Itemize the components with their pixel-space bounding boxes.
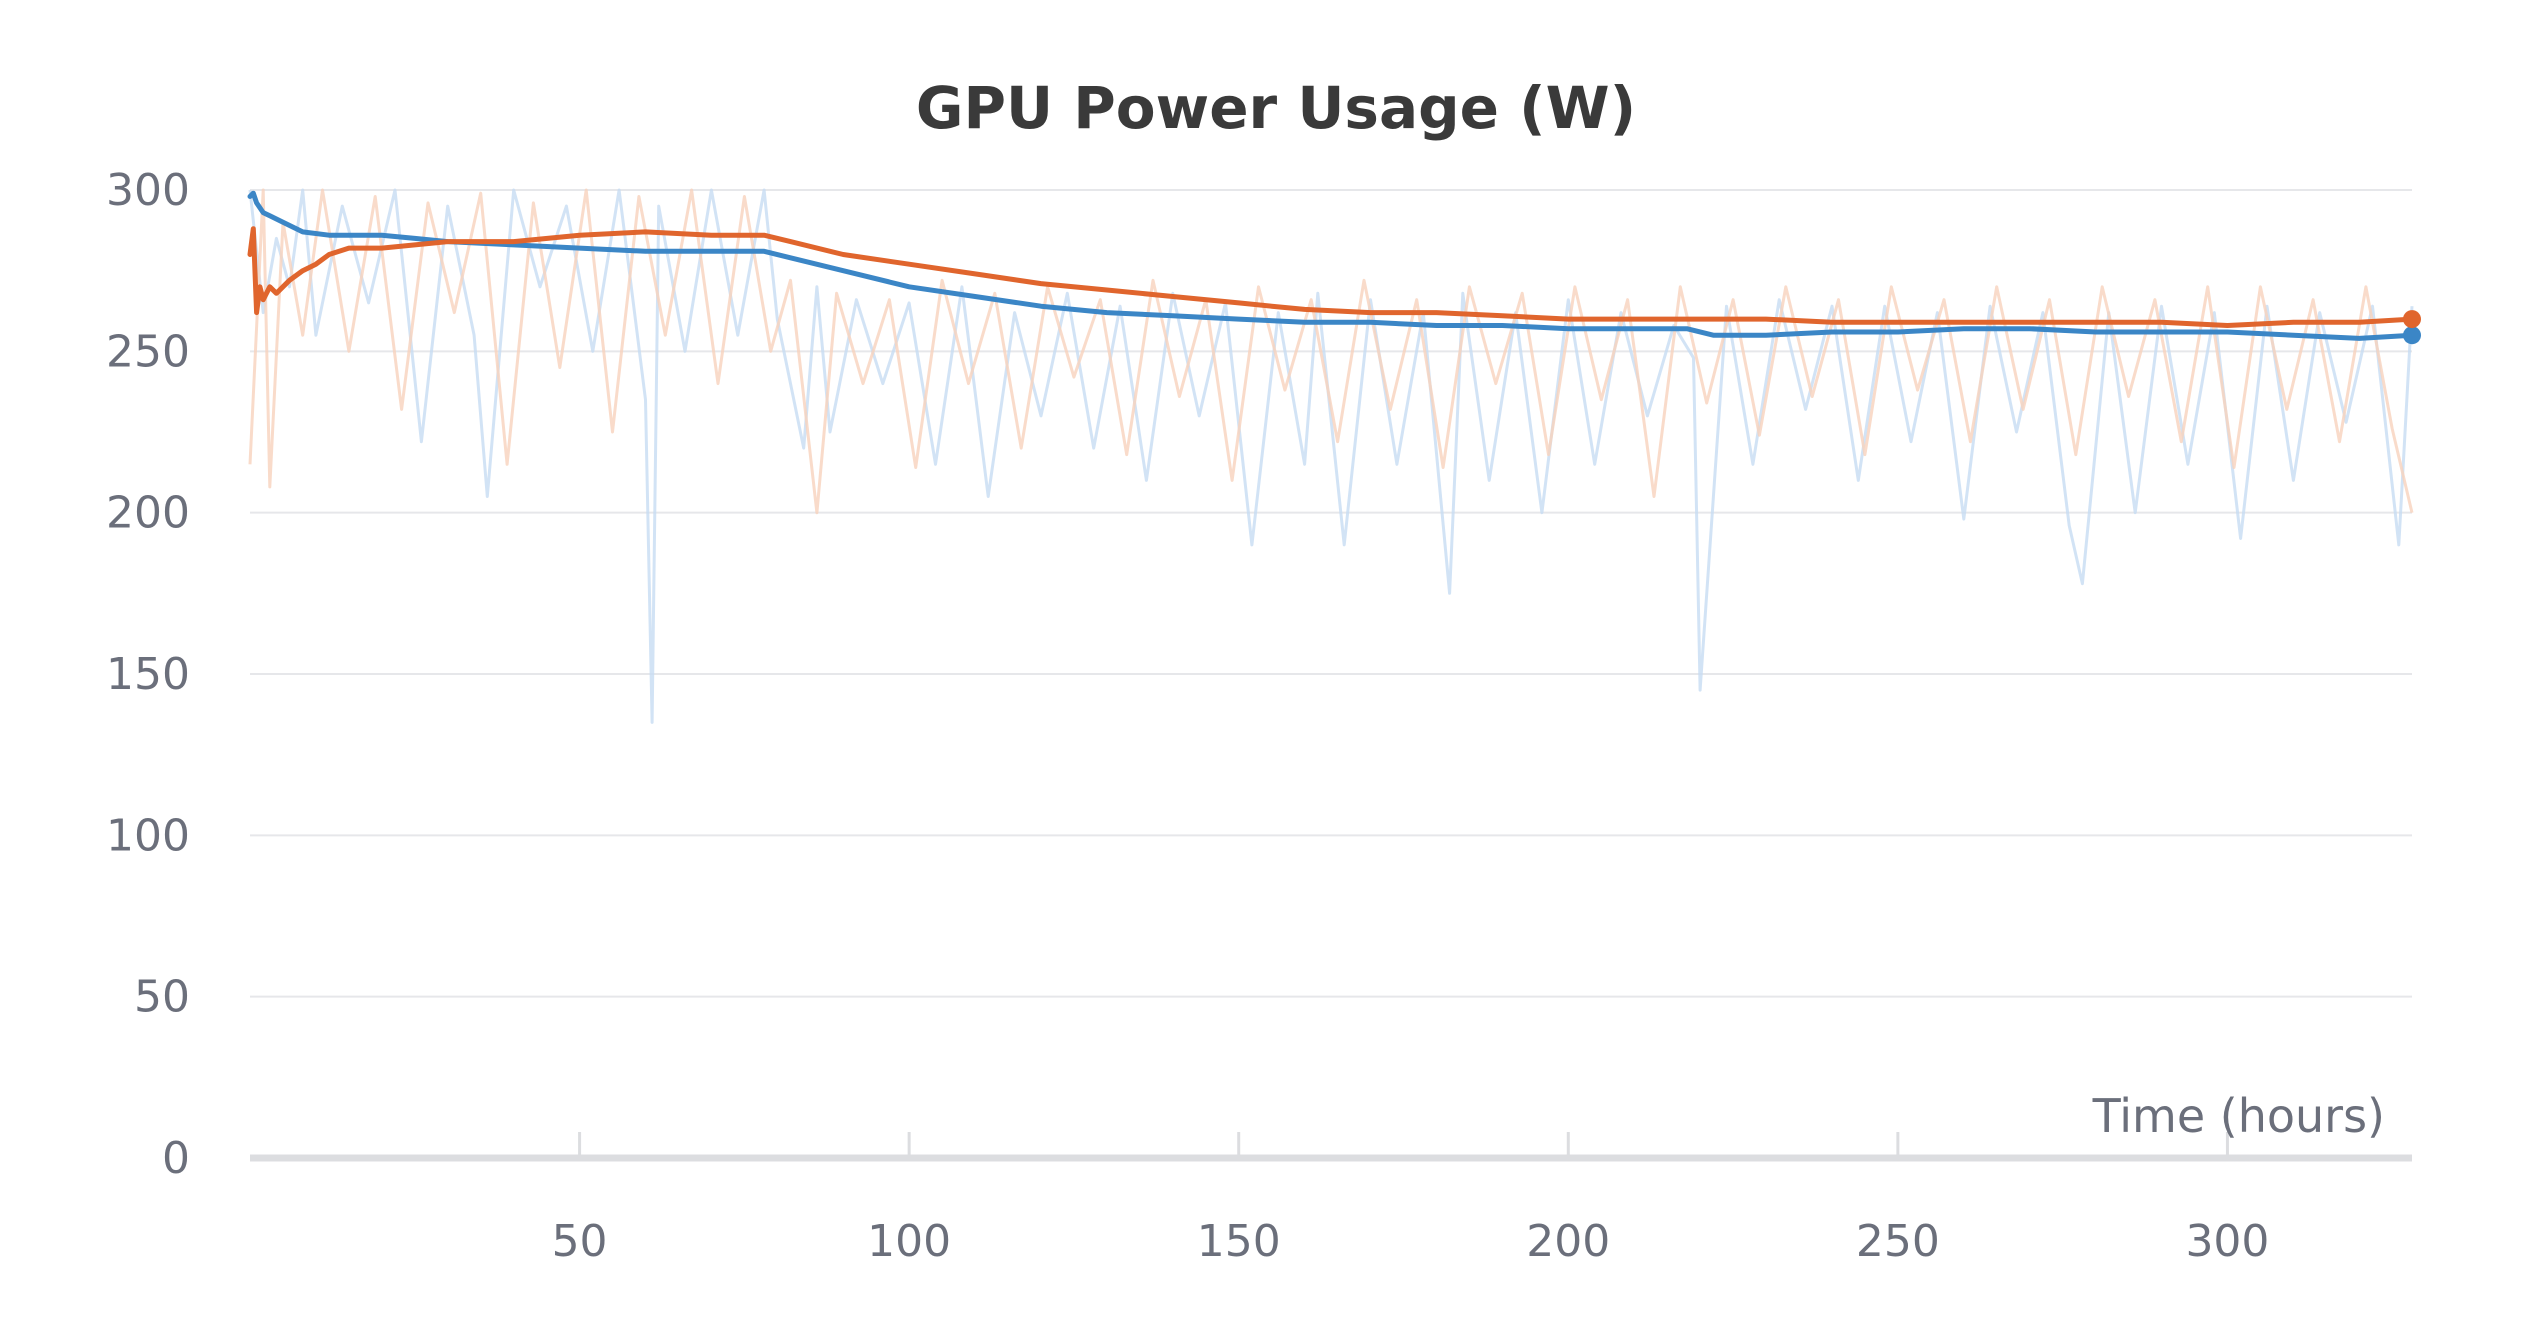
y-tick-label: 200 [106,488,190,539]
x-tick-label: 250 [1856,1216,1940,1267]
gridlines [250,189,2412,998]
y-tick-label: 300 [106,165,190,216]
x-tick-label: 100 [867,1216,951,1267]
series-2-end-marker [2403,310,2421,329]
series-1-end-marker [2403,326,2421,345]
x-axis-ticks: 50 100 150 200 250 300 [552,1216,2270,1267]
x-tick-label: 50 [552,1216,608,1267]
x-tick-label: 150 [1197,1216,1281,1267]
x-tick-label: 300 [2185,1216,2269,1267]
y-tick-label: 0 [162,1133,190,1184]
series-1-raw-line [248,188,2414,724]
x-tick-label: 200 [1526,1216,1610,1267]
x-axis-label: Time (hours) [2092,1089,2385,1143]
y-tick-label: 50 [134,972,190,1023]
x-axis [250,1132,2412,1162]
chart-title: GPU Power Usage (W) [916,74,1636,142]
smoothed-series-lines [247,190,2421,345]
y-tick-label: 150 [106,649,190,700]
raw-series-lines [248,188,2414,724]
series-2-raw-line [248,188,2414,515]
y-axis-ticks: 0 50 100 150 200 250 300 [106,165,190,1184]
y-tick-label: 100 [106,810,190,861]
series-1-smoothed-line [247,190,2415,341]
series-2-smoothed-line [247,226,2415,328]
y-tick-label: 250 [106,326,190,377]
